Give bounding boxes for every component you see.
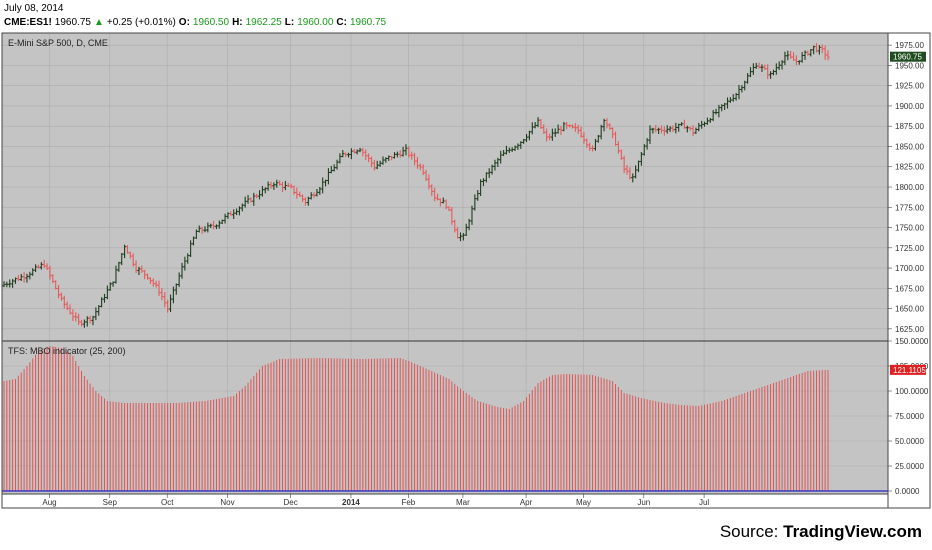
source-prefix: Source:: [719, 522, 784, 541]
indicator-tick-label: 50.0000: [895, 437, 924, 446]
price-tick-label: 1825.00: [895, 163, 924, 172]
price-axis[interactable]: 1975.00 1950.00 1925.00 1900.00 1875.00 1850.…: [888, 41, 924, 334]
open-label: O:: [178, 17, 190, 28]
chart-frame: [1, 32, 931, 509]
time-tick-label: Mar: [456, 498, 470, 507]
indicator-tick-label: 75.0000: [895, 412, 924, 421]
indicator-series: [3, 346, 829, 491]
price-chart-title: E-Mini S&P 500, D, CME: [8, 38, 108, 48]
indicator-tick-label: 150.0000: [895, 337, 929, 346]
chart-header: July 08, 2014 CME:ES1! 1960.75 ▲ +0.25 (+0.…: [4, 2, 389, 30]
price-tick-label: 1625.00: [895, 325, 924, 334]
close-label: C:: [336, 17, 347, 28]
time-tick-label: 2014: [342, 498, 360, 507]
price-change: +0.25 (+0.01%): [106, 17, 176, 28]
last-price: 1960.75: [54, 17, 91, 28]
indicator-axis[interactable]: 150.0000125.0000100.000075.000050.000025…: [888, 337, 929, 496]
close-value: 1960.75: [349, 17, 387, 28]
time-tick-label: Oct: [161, 498, 174, 507]
last-indicator-tag: 121.1105: [890, 364, 926, 375]
price-tick-label: 1875.00: [895, 122, 924, 131]
ohlc-legend: CME:ES1! 1960.75 ▲ +0.25 (+0.01%) O: 1960.50 H…: [4, 16, 389, 30]
low-label: L:: [284, 17, 295, 28]
time-tick-label: Dec: [284, 498, 298, 507]
time-tick-label: Jul: [699, 498, 709, 507]
price-tick-label: 1725.00: [895, 244, 924, 253]
price-tick-label: 1775.00: [895, 203, 924, 212]
price-tick-label: 1925.00: [895, 82, 924, 91]
price-tick-label: 1975.00: [895, 41, 924, 50]
indicator-title: TFS: MBO indicator (25, 200): [8, 346, 126, 356]
price-tick-label: 1700.00: [895, 264, 924, 273]
ticker-symbol[interactable]: CME:ES1!: [4, 17, 52, 28]
indicator-tick-label: 100.0000: [895, 387, 929, 396]
price-tick-label: 1950.00: [895, 61, 924, 70]
time-tick-label: Nov: [220, 498, 234, 507]
high-value: 1962.25: [245, 17, 282, 28]
high-label: H:: [232, 17, 243, 28]
indicator-panel[interactable]: [2, 341, 888, 494]
date-label: July 08, 2014: [4, 3, 64, 14]
time-tick-label: Sep: [103, 498, 118, 507]
price-tick-label: 1900.00: [895, 102, 924, 111]
price-tick-label: 1650.00: [895, 305, 924, 314]
indicator-tick-label: 25.0000: [895, 462, 924, 471]
price-tick-label: 1850.00: [895, 142, 924, 151]
time-tick-label: Aug: [42, 498, 56, 507]
price-tick-label: 1750.00: [895, 224, 924, 233]
time-tick-label: Feb: [401, 498, 415, 507]
time-tick-label: Jun: [637, 498, 650, 507]
price-tick-label: 1675.00: [895, 284, 924, 293]
source-brand[interactable]: TradingView.com: [783, 522, 922, 541]
low-value: 1960.00: [297, 17, 334, 28]
price-tick-label: 1800.00: [895, 183, 924, 192]
source-credit: Source: TradingView.com: [720, 522, 922, 542]
up-arrow-icon: ▲: [93, 17, 104, 28]
time-tick-label: May: [576, 498, 591, 507]
price-series: [2, 43, 830, 328]
open-value: 1960.50: [192, 17, 230, 28]
time-tick-label: Apr: [520, 498, 533, 507]
last-price-tag-label: 1960.75: [893, 53, 922, 62]
last-indicator-tag-label: 121.1105: [893, 366, 926, 375]
indicator-tick-label: 0.0000: [895, 487, 920, 496]
last-price-tag: 1960.75: [890, 51, 926, 62]
time-axis[interactable]: Aug Sep Oct Nov Dec 2014 Feb Mar Apr May Jun Jul: [42, 494, 709, 507]
